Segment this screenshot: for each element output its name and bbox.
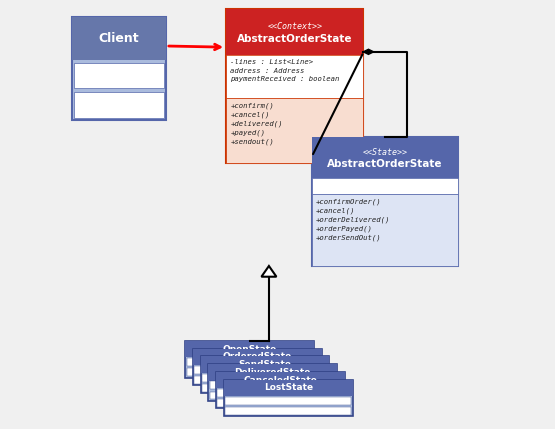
FancyBboxPatch shape (194, 376, 320, 384)
FancyBboxPatch shape (202, 384, 328, 392)
FancyBboxPatch shape (216, 372, 345, 388)
Text: OrderedState: OrderedState (223, 353, 292, 362)
FancyBboxPatch shape (312, 137, 458, 178)
FancyBboxPatch shape (218, 389, 344, 397)
FancyBboxPatch shape (72, 17, 166, 120)
FancyBboxPatch shape (225, 407, 351, 415)
FancyBboxPatch shape (226, 98, 364, 163)
FancyBboxPatch shape (226, 9, 364, 163)
FancyBboxPatch shape (202, 374, 328, 382)
FancyBboxPatch shape (185, 341, 314, 357)
FancyBboxPatch shape (201, 356, 330, 373)
Polygon shape (261, 266, 276, 277)
FancyBboxPatch shape (193, 349, 322, 365)
FancyBboxPatch shape (186, 358, 312, 366)
FancyBboxPatch shape (186, 369, 312, 376)
Text: +confirm()
+cancel()
+delivered()
+payed()
+sendout(): +confirm() +cancel() +delivered() +payed… (230, 103, 283, 145)
FancyBboxPatch shape (210, 392, 336, 399)
FancyBboxPatch shape (226, 55, 364, 98)
FancyBboxPatch shape (209, 364, 337, 401)
FancyBboxPatch shape (74, 92, 164, 118)
FancyBboxPatch shape (72, 17, 166, 60)
FancyBboxPatch shape (312, 137, 458, 266)
Text: SendState: SendState (239, 360, 291, 369)
Text: AbstractOrderState: AbstractOrderState (327, 159, 442, 169)
Text: <<Context>>: <<Context>> (267, 22, 322, 31)
FancyBboxPatch shape (216, 372, 345, 408)
Text: DeliveredState: DeliveredState (235, 368, 311, 377)
FancyBboxPatch shape (312, 194, 458, 266)
Text: OpenState: OpenState (223, 345, 277, 354)
FancyBboxPatch shape (218, 399, 344, 407)
Text: LostState: LostState (264, 384, 313, 393)
FancyBboxPatch shape (193, 349, 322, 385)
Text: <<State>>: <<State>> (362, 148, 407, 157)
FancyBboxPatch shape (201, 356, 330, 393)
FancyBboxPatch shape (209, 364, 337, 381)
Text: AbstractOrderState: AbstractOrderState (237, 34, 352, 44)
FancyBboxPatch shape (224, 380, 352, 396)
Polygon shape (364, 49, 374, 54)
FancyBboxPatch shape (194, 366, 320, 374)
FancyBboxPatch shape (312, 178, 458, 194)
Text: Client: Client (98, 32, 139, 45)
FancyBboxPatch shape (225, 397, 351, 405)
FancyBboxPatch shape (226, 9, 364, 55)
Text: CanceledState: CanceledState (244, 376, 317, 385)
FancyBboxPatch shape (210, 381, 336, 390)
Text: -lines : List<Line>
address : Address
paymentReceived : boolean: -lines : List<Line> address : Address pa… (230, 59, 340, 82)
Text: +confirmOrder()
+cancel()
+orderDelivered()
+orderPayed()
+orderSendOut(): +confirmOrder() +cancel() +orderDelivere… (316, 199, 391, 241)
FancyBboxPatch shape (224, 380, 352, 416)
FancyBboxPatch shape (185, 341, 314, 378)
FancyBboxPatch shape (74, 63, 164, 88)
